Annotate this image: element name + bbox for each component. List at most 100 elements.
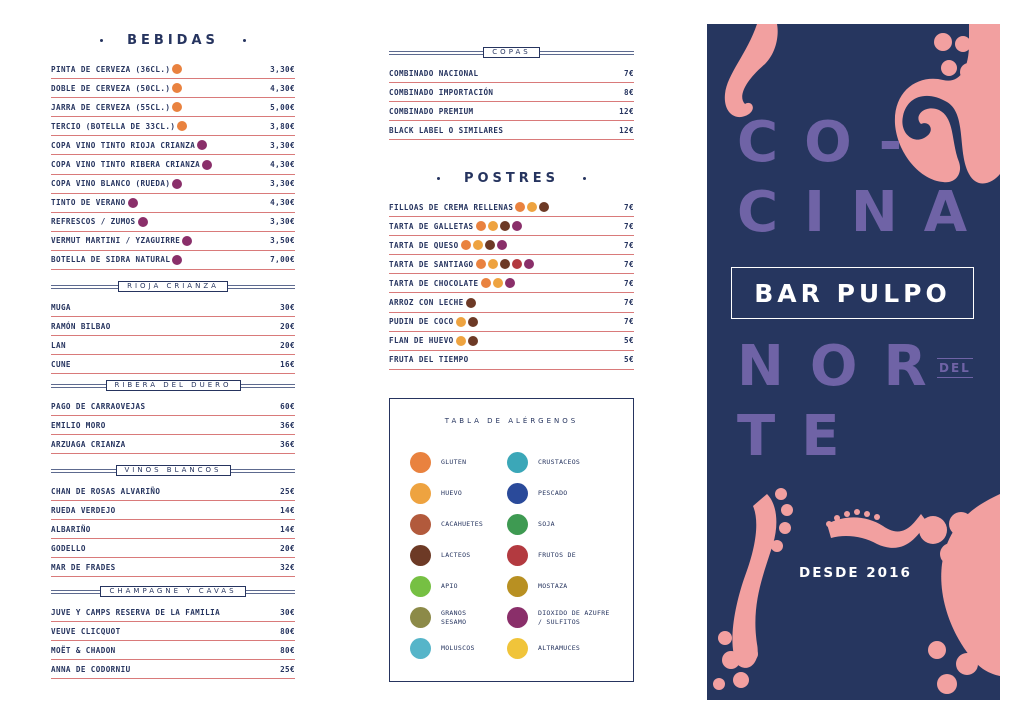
menu-item-name: VEUVE CLICQUOT [51, 626, 121, 636]
menu-item-name-wrap: REFRESCOS / ZUMOS [51, 216, 148, 227]
menu-item-name-wrap: TARTA DE SANTIAGO [389, 259, 534, 270]
menu-item-price: 3,50€ [270, 236, 295, 246]
menu-item-price: 7€ [624, 68, 634, 78]
menu-item-name-wrap: RAMÓN BILBAO [51, 322, 111, 331]
lacteos-allergen-icon [467, 316, 478, 327]
menu-item-price: 3,80€ [270, 121, 295, 131]
menu-item-name: BOTELLA DE SIDRA NATURAL [51, 255, 171, 265]
subheading-blancos: VINOS BLANCOS [51, 464, 295, 477]
menu-item-price: 4,30€ [270, 198, 295, 208]
menu-item-name: PUDIN DE COCO [389, 317, 454, 327]
cover-panel: CO- CINA NOR TE BAR PULPO DEL DESDE 2016 [707, 24, 1000, 700]
menu-item-price: 7€ [624, 298, 634, 308]
allergen-item: MOLUSCOS [410, 638, 522, 659]
menu-item-name: RAMÓN BILBAO [51, 321, 111, 331]
wheat-icon [410, 452, 431, 473]
menu-item-name-wrap: ARZUAGA CRIANZA [51, 440, 126, 449]
allergen-item: GLUTEN [410, 452, 522, 473]
menu-item-price: 5€ [624, 336, 634, 346]
cover-word-co: CO- [737, 110, 928, 175]
sulfitos-allergen-icon [172, 254, 183, 265]
menu-item-name: GODELLO [51, 543, 86, 553]
menu-item-price: 36€ [280, 439, 295, 449]
menu-item-name: MUGA [51, 302, 71, 312]
menu-item-name: RUEDA VERDEJO [51, 505, 116, 515]
menu-item-row: PINTA DE CERVEZA (36CL.) 3,30€ [51, 60, 295, 80]
menu-item-row: VEUVE CLICQUOT 80€ [51, 622, 295, 642]
divider [539, 50, 634, 55]
menu-item-name: TARTA DE CHOCOLATE [389, 278, 479, 288]
lacteos-allergen-icon [484, 240, 495, 251]
menu-item-name: CUNE [51, 359, 71, 369]
subheading-label: COPAS [483, 47, 540, 58]
menu-item-name: EMILIO MORO [51, 420, 106, 430]
menu-item-row: RAMÓN BILBAO 20€ [51, 317, 295, 337]
heading-dot [242, 38, 246, 42]
subheading-label: RIOJA CRIANZA [118, 281, 228, 292]
menu-item-price: 8€ [624, 87, 634, 97]
divider [51, 383, 106, 388]
menu-item-name: TARTA DE QUESO [389, 240, 459, 250]
heading-dot [100, 38, 104, 42]
menu-item-name: TINTO DE VERANO [51, 198, 126, 208]
menu-item-name-wrap: EMILIO MORO [51, 421, 106, 430]
huevo-allergen-icon [487, 221, 498, 232]
menu-item-price: 25€ [280, 486, 295, 496]
menu-item-price: 32€ [280, 562, 295, 572]
huevo-allergen-icon [455, 316, 466, 327]
menu-item-name-wrap: CUNE [51, 360, 71, 369]
menu-item-name: COMBINADO PREMIUM [389, 106, 474, 116]
menu-item-row: BLACK LABEL O SIMILARES 12€ [389, 121, 634, 141]
menu-item-row: JARRA DE CERVEZA (55CL.) 5,00€ [51, 98, 295, 118]
divider [230, 468, 295, 473]
heading-dot [583, 176, 587, 180]
copas-list: COMBINADO NACIONAL 7€ COMBINADO IMPORTACIÓ… [389, 64, 634, 141]
menu-item-name: MAR DE FRADES [51, 562, 116, 572]
menu-item-row: COPA VINO TINTO RIBERA CRIANZA 4,30€ [51, 155, 295, 175]
menu-item-name-wrap: COPA VINO TINTO RIOJA CRIANZA [51, 140, 208, 151]
sulfitos-allergen-icon [127, 197, 138, 208]
menu-item-row: ARROZ CON LECHE 7€ [389, 293, 634, 313]
lacteos-allergen-icon [465, 297, 476, 308]
gluten-allergen-icon [172, 102, 183, 113]
menu-item-name-wrap: JUVE Y CAMPS RESERVA DE LA FAMILIA [51, 608, 220, 617]
allergen-label: SOJA [538, 520, 555, 528]
menu-item-name: COMBINADO NACIONAL [389, 68, 479, 78]
menu-item-row: FRUTA DEL TIEMPO 5€ [389, 351, 634, 370]
menu-item-name-wrap: TARTA DE CHOCOLATE [389, 278, 515, 289]
menu-item-price: 20€ [280, 340, 295, 350]
menu-item-row: EMILIO MORO 36€ [51, 416, 295, 436]
allergen-label: CRUSTACEOS [538, 458, 581, 466]
menu-item-row: TINTO DE VERANO 4,30€ [51, 194, 295, 213]
huevo-allergen-icon [527, 202, 538, 213]
menu-item-row: ARZUAGA CRIANZA 36€ [51, 435, 295, 455]
menu-item-name-wrap: COMBINADO NACIONAL [389, 69, 479, 78]
lacteos-allergen-icon [499, 221, 510, 232]
menu-item-row: REFRESCOS / ZUMOS 3,30€ [51, 213, 295, 232]
menu-item-name-wrap: VEUVE CLICQUOT [51, 627, 121, 636]
allergen-table-title: TABLA DE ALÉRGENOS [444, 417, 579, 425]
allergen-item: HUEVO [410, 483, 522, 504]
heading-text: BEBIDAS [127, 32, 219, 48]
menu-item-row: TERCIO (BOTELLA DE 33CL.) 3,80€ [51, 117, 295, 137]
allergen-item: CRUSTACEOS [507, 452, 619, 473]
lupin-icon [507, 638, 528, 659]
sesame-icon [410, 607, 431, 628]
allergen-label: FRUTOS DE [538, 551, 576, 559]
divider [51, 284, 119, 289]
menu-item-row: MUGA 30€ [51, 298, 295, 318]
menu-item-row: COPA VINO TINTO RIOJA CRIANZA 3,30€ [51, 136, 295, 156]
milk-icon [410, 545, 431, 566]
menu-item-price: 60€ [280, 401, 295, 411]
menu-item-price: 3,30€ [270, 64, 295, 74]
menu-item-price: 20€ [280, 321, 295, 331]
gluten-allergen-icon [177, 121, 188, 132]
del-label: DEL [937, 358, 973, 378]
allergen-label: HUEVO [441, 489, 463, 497]
frutos-allergen-icon [511, 259, 522, 270]
menu-item-price: 30€ [280, 302, 295, 312]
menu-item-name-wrap: COMBINADO PREMIUM [389, 107, 474, 116]
menu-item-name: REFRESCOS / ZUMOS [51, 217, 136, 227]
menu-item-row: COMBINADO IMPORTACIÓN 8€ [389, 83, 634, 103]
menu-item-name-wrap: CHAN DE ROSAS ALVARIÑO [51, 487, 160, 496]
